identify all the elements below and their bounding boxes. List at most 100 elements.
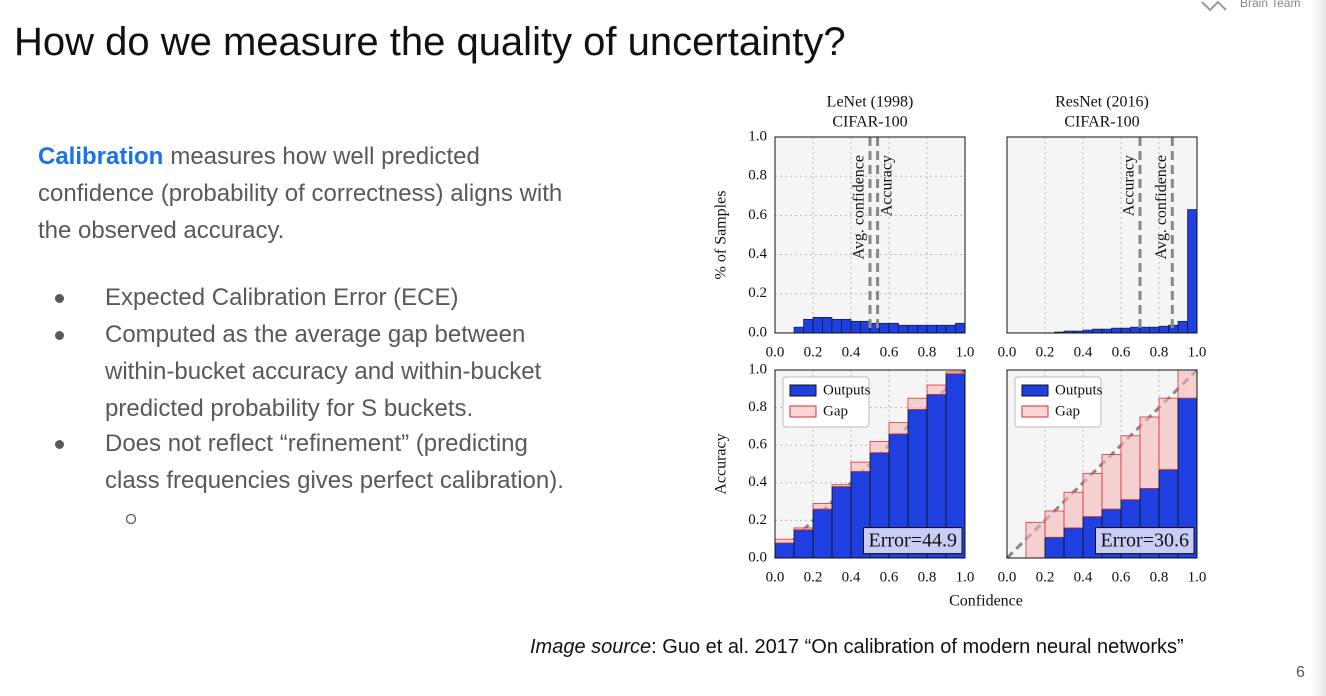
- x-tick-label: 0.2: [1036, 569, 1055, 585]
- logo-icon: [1201, 0, 1227, 12]
- reference-label: Accuracy: [1121, 155, 1138, 216]
- figure: Confidence 0.0 0.2 0.4 0.6 0.8 1.0 0.0 0.2 0.4 0.…: [713, 94, 1207, 610]
- bar: [1130, 326, 1141, 334]
- gap-bar: [1025, 521, 1046, 559]
- output-bar: [793, 529, 814, 559]
- x-axis-label: Confidence: [949, 593, 1023, 610]
- reference-label: Avg. confidence: [1153, 155, 1170, 260]
- output-bar: [1044, 536, 1065, 559]
- annotation-box: [863, 527, 963, 555]
- y-tick-label: 0.8: [748, 168, 767, 184]
- paragraph-line: the observed accuracy.: [38, 217, 285, 244]
- x-tick-label: 1.0: [1188, 569, 1207, 585]
- lead-term: Calibration: [38, 143, 164, 170]
- bar: [1111, 327, 1122, 334]
- y-tick-label: 1.0: [748, 361, 767, 377]
- gap-bar: [812, 503, 833, 510]
- bar: [1187, 209, 1198, 334]
- x-tick-label: 0.4: [1074, 344, 1093, 360]
- plot-area: [1007, 137, 1197, 333]
- chart-title: LeNet (1998): [827, 94, 914, 111]
- gap-bar: [1158, 397, 1179, 471]
- bullet: Expected Calibration Error (ECE): [55, 279, 459, 316]
- legend-swatch: [789, 405, 817, 418]
- output-bar: [831, 486, 852, 559]
- gap-bar: [850, 461, 871, 472]
- bullet-line: Expected Calibration Error (ECE): [105, 284, 459, 311]
- x-tick-label: 0.6: [880, 344, 899, 360]
- source-text: : Guo et al. 2017 “On calibration of mod…: [651, 636, 1184, 658]
- x-tick-label: 1.0: [956, 344, 975, 360]
- bar: [1120, 327, 1131, 334]
- bar: [793, 326, 804, 334]
- sub-bullet: [125, 513, 137, 525]
- plot-frame: [1006, 136, 1198, 334]
- bar: [831, 318, 842, 334]
- chart-subtitle: CIFAR-100: [1064, 114, 1139, 131]
- x-tick-label: 0.4: [842, 344, 861, 360]
- bar: [803, 318, 814, 334]
- bar: [898, 324, 909, 334]
- x-tick-label: 0.6: [1112, 344, 1131, 360]
- x-tick-label: 0.8: [1150, 569, 1169, 585]
- output-bar: [774, 542, 795, 559]
- logo-text: Brain Team: [1240, 0, 1301, 10]
- legend-swatch: [789, 384, 817, 397]
- plot-frame: [1006, 369, 1198, 559]
- bullet-line: within-bucket accuracy and within-bucket: [105, 358, 542, 385]
- bullet-dot: [55, 331, 64, 340]
- bar: [1177, 320, 1188, 334]
- x-tick-label: 0.4: [1074, 569, 1093, 585]
- gap-bar: [793, 527, 814, 531]
- bar: [841, 318, 852, 334]
- legend-label: Outputs: [1055, 382, 1103, 398]
- legend-label: Outputs: [823, 382, 871, 398]
- gap-bar: [1101, 454, 1122, 510]
- annotation: Error=44.9: [869, 530, 957, 552]
- legend: Outputs Gap: [1014, 376, 1103, 428]
- bar: [1158, 325, 1169, 334]
- bullet-line: Does not reflect “refinement” (predictin…: [105, 430, 528, 457]
- x-tick-label: 0.0: [998, 569, 1017, 585]
- gap-bar: [1139, 416, 1160, 489]
- reference-label: Avg. confidence: [851, 155, 868, 260]
- y-tick-label: 0.0: [748, 324, 767, 340]
- gap-bar: [774, 538, 795, 544]
- x-tick-label: 0.6: [1112, 569, 1131, 585]
- output-bar: [1063, 527, 1084, 559]
- bullet: Does not reflect “refinement” (predictin…: [55, 425, 564, 499]
- source-label: Image source: [530, 636, 652, 658]
- chart-subtitle: CIFAR-100: [832, 114, 907, 131]
- y-tick-label: 0.8: [748, 399, 767, 415]
- image-source: Image source: Guo et al. 2017 “On calibr…: [530, 636, 1184, 659]
- x-tick-label: 0.6: [880, 569, 899, 585]
- gap-bar: [945, 371, 966, 375]
- legend: Outputs Gap: [782, 376, 871, 428]
- y-tick-label: 0.6: [748, 207, 767, 223]
- legend-label: Gap: [1055, 403, 1080, 419]
- bar: [917, 324, 928, 334]
- bar: [926, 324, 937, 334]
- x-tick-label: 0.0: [998, 344, 1017, 360]
- bar: [955, 322, 966, 334]
- x-tick-label: 0.2: [1036, 344, 1055, 360]
- x-tick-label: 0.8: [918, 344, 937, 360]
- y-tick-label: 1.0: [748, 128, 767, 144]
- bullet: Computed as the average gap between withi…: [55, 316, 542, 427]
- y-tick-label: 0.6: [748, 437, 767, 453]
- bar: [1101, 328, 1112, 334]
- bar: [1149, 326, 1160, 334]
- bar: [1092, 328, 1103, 334]
- bar: [822, 317, 833, 334]
- reference-label: Accuracy: [878, 155, 895, 216]
- bullet-line: Computed as the average gap between: [105, 321, 526, 348]
- slide-title: How do we measure the quality of uncerta…: [14, 20, 846, 64]
- legend-swatch: [1021, 384, 1049, 397]
- gap-bar: [1044, 510, 1065, 538]
- y-tick-label: 0.4: [748, 246, 767, 262]
- paragraph-line: confidence (probability of correctness) …: [38, 180, 563, 207]
- y-axis-label: Accuracy: [713, 433, 730, 494]
- y-tick-label: 0.4: [748, 474, 767, 490]
- gap-bar: [1177, 369, 1198, 399]
